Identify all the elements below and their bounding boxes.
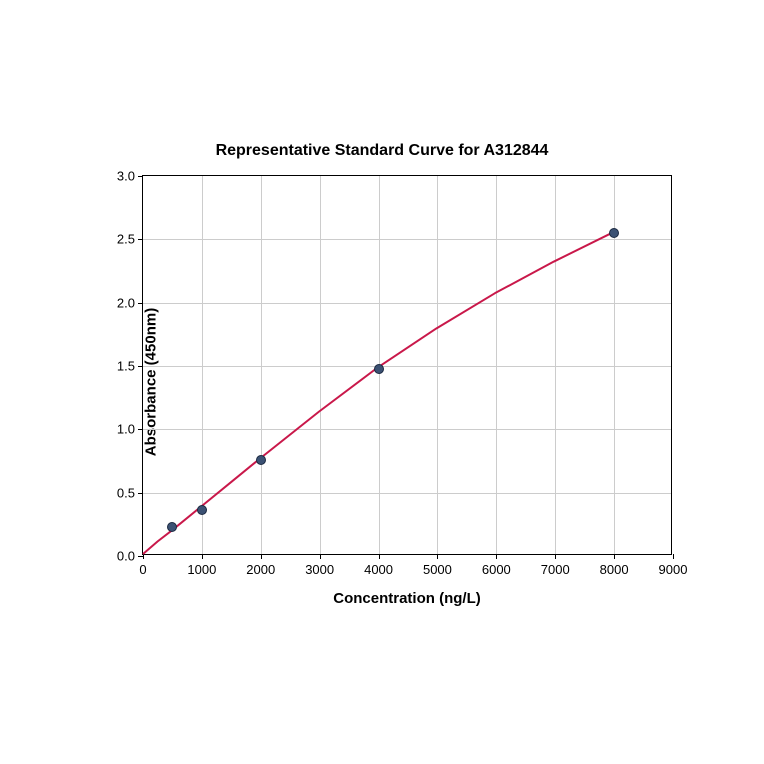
- x-tick-mark: [673, 554, 674, 559]
- x-tick-mark: [143, 554, 144, 559]
- plot-inner: 0.00.51.01.52.02.53.00100020003000400050…: [142, 175, 672, 555]
- data-point: [256, 455, 266, 465]
- x-tick-mark: [496, 554, 497, 559]
- data-point: [167, 522, 177, 532]
- y-tick-label: 1.0: [117, 422, 135, 437]
- fitted-curve: [143, 233, 612, 554]
- x-tick-label: 7000: [541, 562, 570, 577]
- x-tick-mark: [202, 554, 203, 559]
- x-tick-label: 3000: [305, 562, 334, 577]
- x-tick-mark: [320, 554, 321, 559]
- data-point: [197, 505, 207, 515]
- x-tick-mark: [555, 554, 556, 559]
- data-point: [374, 364, 384, 374]
- x-tick-label: 9000: [659, 562, 688, 577]
- y-tick-label: 2.5: [117, 232, 135, 247]
- x-tick-mark: [379, 554, 380, 559]
- x-tick-label: 2000: [246, 562, 275, 577]
- x-tick-label: 8000: [600, 562, 629, 577]
- chart-container: Representative Standard Curve for A31284…: [72, 142, 692, 622]
- x-tick-mark: [261, 554, 262, 559]
- x-tick-label: 0: [139, 562, 146, 577]
- y-tick-label: 0.0: [117, 549, 135, 564]
- x-tick-label: 6000: [482, 562, 511, 577]
- y-tick-label: 1.5: [117, 359, 135, 374]
- y-tick-label: 2.0: [117, 295, 135, 310]
- x-tick-mark: [614, 554, 615, 559]
- x-axis-label: Concentration (ng/L): [142, 590, 672, 607]
- chart-title: Representative Standard Curve for A31284…: [72, 142, 692, 160]
- x-tick-label: 5000: [423, 562, 452, 577]
- plot-area: 0.00.51.01.52.02.53.00100020003000400050…: [142, 175, 672, 555]
- x-tick-mark: [437, 554, 438, 559]
- curve-svg: [143, 176, 671, 554]
- x-tick-label: 1000: [187, 562, 216, 577]
- data-point: [609, 228, 619, 238]
- y-tick-label: 0.5: [117, 485, 135, 500]
- y-tick-label: 3.0: [117, 169, 135, 184]
- x-tick-label: 4000: [364, 562, 393, 577]
